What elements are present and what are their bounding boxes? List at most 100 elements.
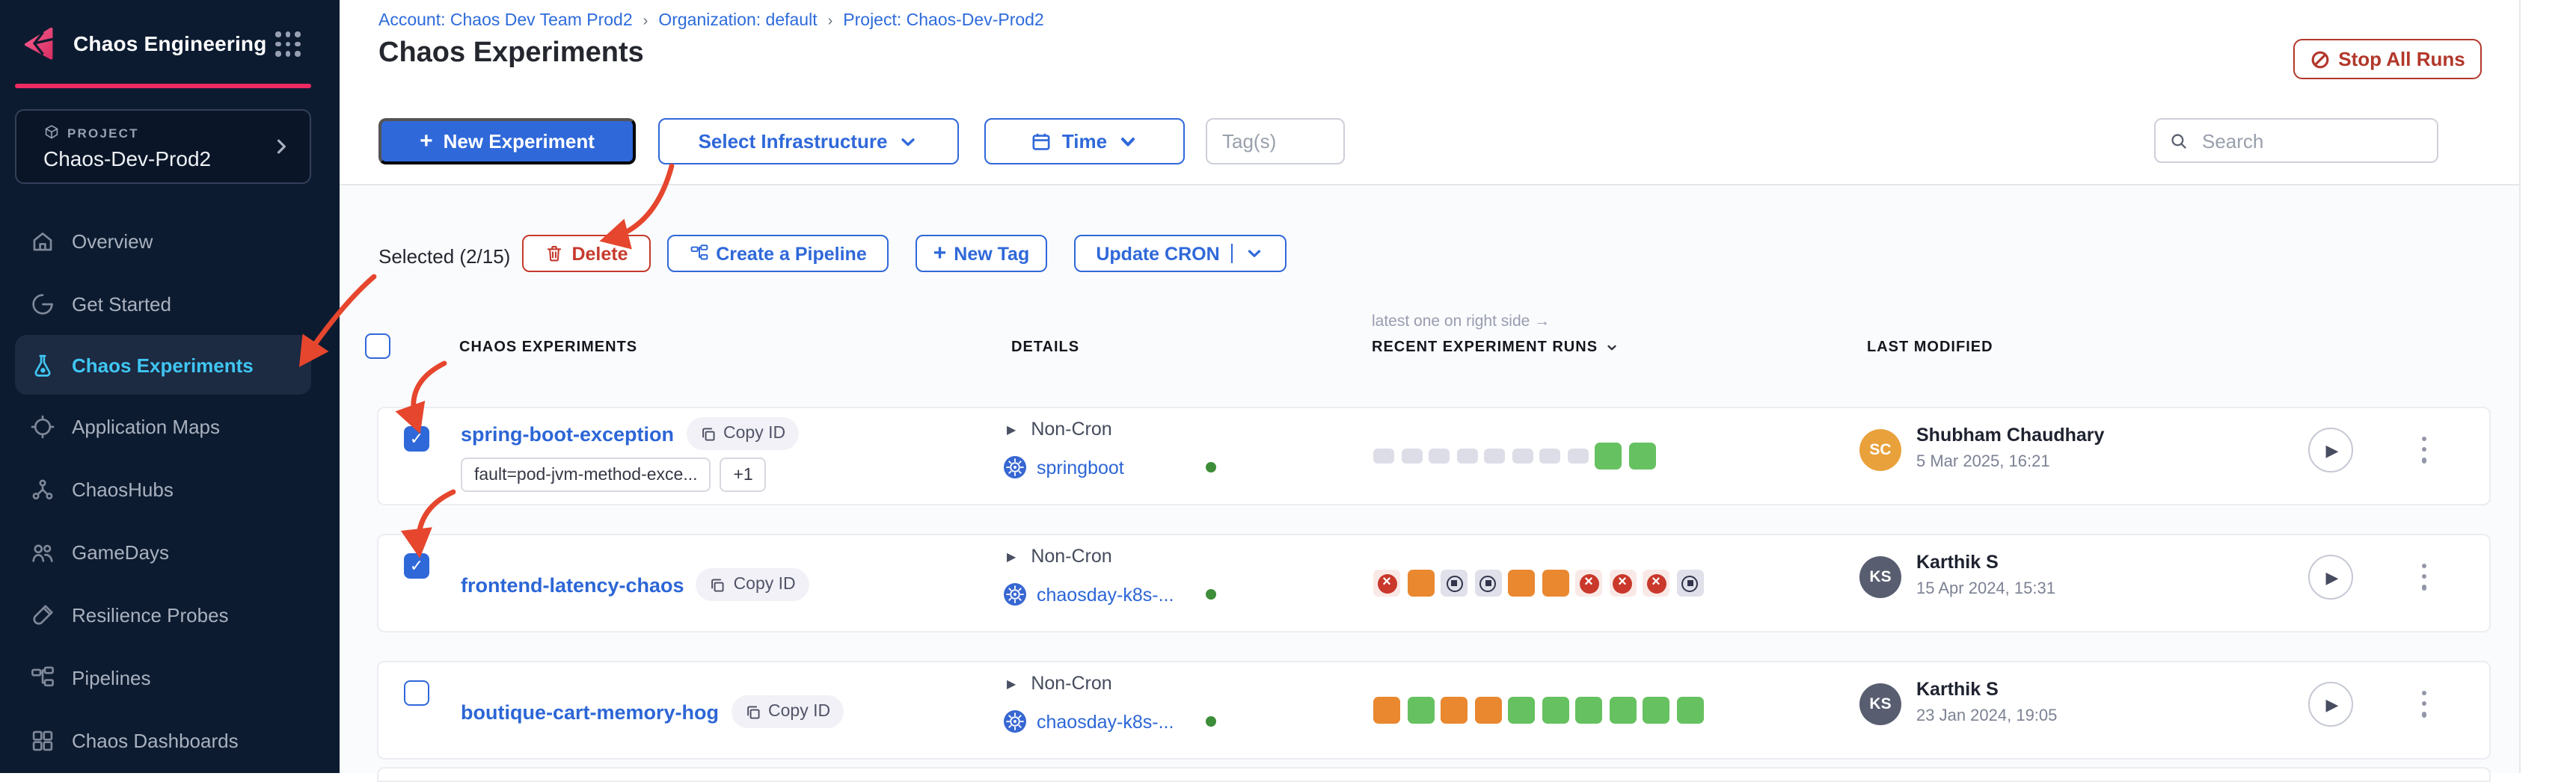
row-checkbox[interactable]: ✓ xyxy=(404,426,429,452)
runs-order-note: latest one on right side → xyxy=(1372,313,1551,330)
breadcrumb-link[interactable]: Project: Chaos-Dev-Prod2 xyxy=(843,12,1044,30)
app-title: Chaos Engineering xyxy=(73,31,267,55)
run-experiment-button[interactable]: ▶ xyxy=(2308,682,2353,727)
project-label: PROJECT xyxy=(43,124,139,141)
sidebar-item-resilience-probes[interactable]: Resilience Probes xyxy=(0,583,340,646)
run-status-failed[interactable]: × xyxy=(1575,570,1602,597)
time-filter-dropdown[interactable]: Time xyxy=(984,118,1185,164)
run-status-empty[interactable] xyxy=(1429,448,1450,464)
run-status-completed[interactable] xyxy=(1676,697,1703,724)
network-icon xyxy=(30,476,55,502)
tag-list: fault=pod-jvm-method-exce... +1 xyxy=(461,458,767,492)
run-status-failed[interactable]: × xyxy=(1643,570,1669,597)
run-status-failed[interactable]: × xyxy=(1373,570,1400,597)
row-checkbox[interactable]: ✓ xyxy=(404,553,429,579)
plus-icon: + xyxy=(420,129,433,154)
run-status-empty[interactable] xyxy=(1539,448,1560,464)
sidebar-item-chaoshubs[interactable]: ChaosHubs xyxy=(0,458,340,520)
run-experiment-button[interactable]: ▶ xyxy=(2308,555,2353,600)
sidebar: Chaos Engineering PROJECT Chaos-Dev-Prod… xyxy=(0,0,340,773)
copy-id-button[interactable]: Copy ID xyxy=(731,695,844,728)
nine-dot-grid-icon[interactable] xyxy=(275,31,301,57)
row-checkbox[interactable] xyxy=(404,680,429,706)
calendar-icon xyxy=(1032,132,1050,150)
modified-by-name: Karthik S xyxy=(1916,552,1999,573)
run-status-warning[interactable] xyxy=(1407,570,1434,597)
run-status-completed[interactable] xyxy=(1628,443,1655,469)
run-status-warning[interactable] xyxy=(1441,697,1468,724)
row-menu-button[interactable] xyxy=(2422,437,2427,464)
run-status-completed[interactable] xyxy=(1575,697,1602,724)
breadcrumb-link[interactable]: Organization: default xyxy=(658,12,818,30)
get-started-icon xyxy=(30,291,55,316)
project-selector[interactable]: PROJECT Chaos-Dev-Prod2 xyxy=(15,109,311,184)
experiment-name-link[interactable]: boutique-cart-memory-hog xyxy=(461,701,720,723)
run-status-empty[interactable] xyxy=(1456,448,1477,464)
infrastructure-link[interactable]: chaosday-k8s-... xyxy=(1037,711,1174,732)
expand-caret-icon[interactable]: ▶ xyxy=(1007,677,1016,690)
experiment-name-link[interactable]: frontend-latency-chaos xyxy=(461,573,684,596)
sidebar-item-chaos-dashboards[interactable]: Chaos Dashboards xyxy=(0,709,340,772)
infrastructure-link[interactable]: chaosday-k8s-... xyxy=(1037,584,1174,605)
kubernetes-icon xyxy=(1004,710,1026,733)
run-status-warning[interactable] xyxy=(1508,570,1535,597)
search-box[interactable] xyxy=(2154,118,2438,163)
run-status-warning[interactable] xyxy=(1542,570,1568,597)
infrastructure-link[interactable]: springboot xyxy=(1037,457,1124,478)
run-status-stopped[interactable] xyxy=(1441,570,1468,597)
experiment-row: boutique-cart-memory-hog Copy ID ▶ Non-Cron… xyxy=(377,661,2491,760)
create-pipeline-button[interactable]: Create a Pipeline xyxy=(667,235,889,272)
recent-runs-strip xyxy=(1373,662,1703,758)
row-menu-button[interactable] xyxy=(2422,564,2427,591)
experiment-row: ✓ frontend-latency-chaos Copy ID ▶ Non-Cron c… xyxy=(377,534,2491,632)
run-status-completed[interactable] xyxy=(1609,697,1636,724)
sidebar-item-label: Chaos Dashboards xyxy=(72,729,239,751)
run-status-warning[interactable] xyxy=(1373,697,1400,724)
sidebar-item-get-started[interactable]: Get Started xyxy=(0,272,340,335)
run-status-warning[interactable] xyxy=(1474,697,1501,724)
search-icon xyxy=(2171,133,2186,148)
tag-chip: fault=pod-jvm-method-exce... xyxy=(461,458,711,492)
kubernetes-icon xyxy=(1004,583,1026,606)
update-cron-button[interactable]: Update CRON xyxy=(1074,235,1287,272)
copy-id-button[interactable]: Copy ID xyxy=(696,568,809,601)
new-tag-button[interactable]: + New Tag xyxy=(916,235,1047,272)
experiment-name-link[interactable]: spring-boot-exception xyxy=(461,422,674,445)
button-divider xyxy=(1231,244,1233,263)
chevron-down-icon xyxy=(1607,345,1616,351)
run-status-empty[interactable] xyxy=(1373,448,1394,464)
run-status-completed[interactable] xyxy=(1542,697,1568,724)
sidebar-item-overview[interactable]: Overview xyxy=(0,209,340,272)
run-status-empty[interactable] xyxy=(1484,448,1505,464)
expand-caret-icon[interactable]: ▶ xyxy=(1007,549,1016,563)
sidebar-item-application-maps[interactable]: Application Maps xyxy=(0,395,340,458)
copy-id-button[interactable]: Copy ID xyxy=(686,417,800,450)
infra-active-status-dot xyxy=(1206,462,1216,472)
search-input[interactable] xyxy=(2199,128,2423,153)
sidebar-item-pipelines[interactable]: Pipelines xyxy=(0,646,340,709)
column-header-recent-runs[interactable]: RECENT EXPERIMENT RUNS xyxy=(1372,339,1619,356)
sidebar-item-chaos-experiments[interactable]: Chaos Experiments xyxy=(15,335,311,395)
run-status-stopped[interactable] xyxy=(1474,570,1501,597)
new-experiment-button[interactable]: + New Experiment xyxy=(378,118,636,164)
run-status-completed[interactable] xyxy=(1508,697,1535,724)
sidebar-item-gamedays[interactable]: GameDays xyxy=(0,520,340,583)
select-all-checkbox[interactable] xyxy=(365,333,390,359)
tag-chip: +1 xyxy=(720,458,767,492)
run-status-completed[interactable] xyxy=(1643,697,1669,724)
expand-caret-icon[interactable]: ▶ xyxy=(1007,422,1016,436)
run-status-failed[interactable]: × xyxy=(1609,570,1636,597)
delete-button[interactable]: Delete xyxy=(522,235,651,272)
run-experiment-button[interactable]: ▶ xyxy=(2308,428,2353,472)
select-infrastructure-dropdown[interactable]: Select Infrastructure xyxy=(658,118,959,164)
stop-all-runs-button[interactable]: Stop All Runs xyxy=(2293,39,2482,79)
run-status-completed[interactable] xyxy=(1595,443,1622,469)
run-status-empty[interactable] xyxy=(1512,448,1533,464)
run-status-empty[interactable] xyxy=(1567,448,1588,464)
run-status-stopped[interactable] xyxy=(1676,570,1703,597)
run-status-completed[interactable] xyxy=(1407,697,1434,724)
breadcrumb-link[interactable]: Account: Chaos Dev Team Prod2 xyxy=(378,12,633,30)
tags-filter-input[interactable] xyxy=(1206,118,1345,164)
run-status-empty[interactable] xyxy=(1401,448,1422,464)
row-menu-button[interactable] xyxy=(2422,691,2427,718)
